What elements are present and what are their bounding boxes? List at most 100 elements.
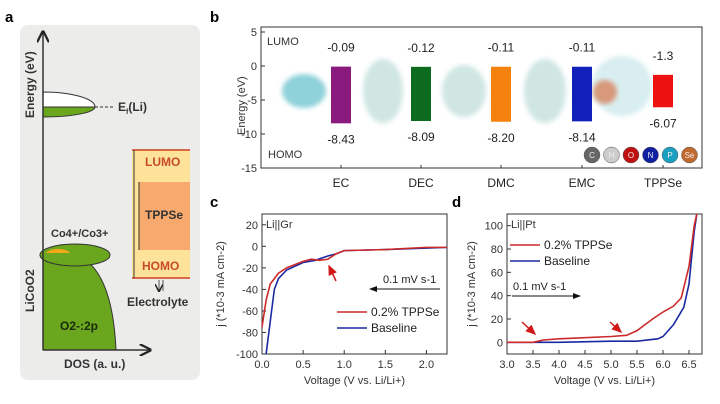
electron-spin-icon	[159, 280, 164, 291]
y-tick-label: -10	[241, 129, 257, 141]
y-tick-label: -40	[242, 284, 258, 296]
y-tick-label: 20	[491, 314, 503, 326]
atom-legend-o	[622, 146, 640, 164]
homo-value: -8.43	[327, 132, 355, 146]
panel-label-a: a	[5, 9, 14, 26]
dos-axis-label: DOS (a. u.)	[64, 357, 125, 371]
molecule-images	[282, 56, 652, 123]
x-tick-label: 3.5	[525, 359, 540, 371]
x-tick-label: 1.0	[337, 359, 352, 371]
y-tick-label: -20	[242, 263, 258, 275]
energy-axis-label: Energy (eV)	[23, 51, 37, 118]
y-tick-label: -5	[247, 95, 257, 107]
y-tick-label: 80	[491, 244, 503, 256]
lumo-value: -0.09	[327, 41, 355, 55]
homo-label: HOMO	[142, 259, 179, 273]
red-indicator-arrow	[609, 321, 623, 334]
legend-label: Baseline	[371, 321, 417, 335]
x-tick-label: 3.0	[499, 359, 514, 371]
atom-legend-label: Se	[685, 151, 695, 160]
x-tick-label: 2.0	[419, 359, 434, 371]
y-tick-label: 0	[497, 337, 503, 349]
lumo-value: -1.3	[653, 49, 674, 63]
series-line-baseline	[265, 246, 448, 355]
li-filled-band	[42, 106, 96, 118]
panel-b-frame	[260, 26, 703, 169]
atom-legend-label: H	[609, 151, 615, 160]
cell-label: Li||Pt	[511, 219, 536, 231]
panel-a: a Ef(Li) Energy (eV) DOS (a. u.) Co4+/Co…	[5, 9, 200, 380]
lumo-annotation: LUMO	[267, 36, 299, 48]
category-label: TPPSe	[644, 176, 682, 190]
atom-legend-n	[642, 146, 659, 164]
plot-frame	[506, 213, 703, 355]
homo-value: -8.09	[407, 130, 435, 144]
homo-annotation: HOMO	[268, 149, 303, 161]
tppse-gap	[139, 182, 190, 250]
y-axis-label: j (*10-3 mA cm-2)	[215, 241, 227, 328]
tppse-se-region	[593, 80, 617, 104]
cell-label: Li||Gr	[266, 219, 293, 231]
x-tick-label: 5.5	[629, 359, 644, 371]
panel-d: 0 20 40 60 80 100 3.0 3.5 4.0 4.5 5.0 5.5 6.0 6.5 Volt…	[466, 213, 703, 387]
legend-label: Baseline	[544, 254, 590, 268]
lumo-value: -0.11	[488, 41, 515, 55]
y-tick-label: 40	[491, 291, 503, 303]
panel-b-y-label: Energy (eV)	[236, 76, 248, 135]
red-indicator-arrow	[328, 264, 337, 282]
atom-legend-c	[583, 146, 601, 164]
y-tick-label: 20	[246, 220, 258, 232]
panel-label-b: b	[210, 9, 219, 26]
category-label: DEC	[408, 176, 434, 190]
emc-molecule-image	[524, 59, 566, 123]
plot-frame	[261, 213, 448, 355]
tppse-label: TPPSe	[145, 208, 183, 222]
atom-legend-label: N	[648, 151, 654, 160]
homo-value: -6.07	[649, 116, 677, 130]
x-axis-label: Voltage (V vs. Li/Li+)	[554, 375, 655, 387]
y-tick-label: 60	[491, 267, 503, 279]
x-axis-label: Voltage (V vs. Li/Li+)	[304, 375, 405, 387]
x-tick-label: 1.5	[378, 359, 393, 371]
atom-legend-h	[603, 146, 620, 164]
y-tick-label: 5	[251, 27, 257, 39]
fermi-label-main: E	[118, 100, 126, 114]
dec-molecule-image	[363, 59, 403, 123]
homo-value: -8.14	[568, 130, 596, 144]
category-label: EMC	[569, 176, 596, 190]
atom-legend-p	[661, 146, 679, 164]
x-tick-label: 6.0	[655, 359, 670, 371]
fermi-label-sub: f	[126, 109, 129, 116]
panel-b: b Energy (eV) LUMO HOMO 5 0 -5 -10 -15 -0.09…	[210, 9, 703, 190]
ec-molecule-image	[282, 74, 326, 108]
fermi-label-suffix: (Li)	[128, 100, 147, 114]
x-tick-label: 0.5	[295, 359, 310, 371]
atom-legend: C H O N P Se	[583, 146, 698, 164]
bar-dec	[411, 66, 431, 122]
series-line-tppse	[507, 213, 698, 344]
y-tick-label: 0	[251, 61, 257, 73]
panel-b-bars: -0.09 -8.43 EC -0.12 -8.09 DEC -0.11 -8.20 DMC -0…	[327, 41, 682, 190]
panel-label-c: c	[210, 194, 218, 211]
legend-label: 0.2% TPPSe	[544, 238, 613, 252]
lumo-value: -0.12	[407, 41, 435, 55]
atom-legend-label: P	[667, 151, 672, 160]
x-tick-label: 4.5	[577, 359, 592, 371]
atom-legend-label: O	[628, 151, 634, 160]
overlap-region	[45, 248, 70, 253]
scan-rate-label: 0.1 mV s-1	[383, 274, 436, 286]
bar-ec	[331, 66, 351, 124]
category-label: DMC	[487, 176, 515, 190]
lumo-label: LUMO	[145, 155, 180, 169]
series-line-tppse	[261, 246, 447, 328]
homo-value: -8.20	[487, 131, 515, 145]
fermi-label: Ef(Li)	[118, 100, 147, 116]
legend-label: 0.2% TPPSe	[371, 305, 440, 319]
licoo2-label: LiCoO2	[23, 269, 37, 312]
y-tick-label: -60	[242, 306, 258, 318]
atom-legend-se	[681, 146, 698, 164]
atom-legend-label: C	[589, 151, 595, 160]
